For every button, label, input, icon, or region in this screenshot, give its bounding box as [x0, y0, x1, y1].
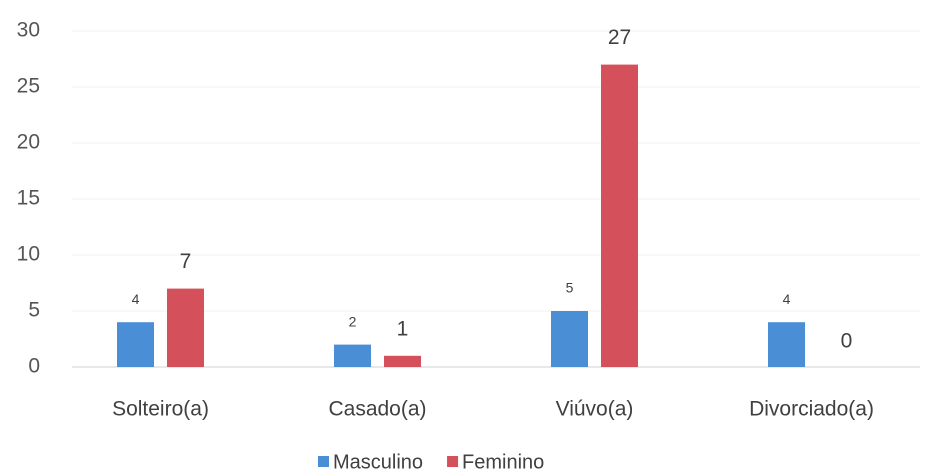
y-tick-label: 15: [17, 187, 40, 210]
bar: [167, 288, 204, 367]
legend-label: Feminino: [462, 451, 544, 473]
data-label: 5: [566, 280, 574, 296]
bar: [551, 311, 588, 367]
y-tick-label: 30: [17, 19, 40, 42]
data-label: 0: [841, 330, 853, 353]
data-label: 4: [783, 291, 791, 307]
y-tick-label: 0: [28, 355, 40, 378]
legend-swatch: [447, 456, 459, 467]
x-tick-label: Viúvo(a): [556, 398, 634, 421]
x-tick-label: Divorciado(a): [749, 398, 874, 421]
data-label: 27: [608, 26, 631, 49]
x-tick-label: Casado(a): [328, 398, 426, 421]
y-tick-label: 5: [28, 299, 40, 322]
y-tick-label: 20: [17, 131, 40, 154]
bar: [117, 322, 154, 367]
y-tick-label: 10: [17, 243, 40, 266]
data-label: 1: [397, 317, 409, 340]
data-label: 7: [180, 250, 192, 273]
legend-label: Masculino: [333, 451, 423, 473]
bar: [768, 322, 805, 367]
bar: [601, 64, 638, 367]
bar: [384, 355, 421, 367]
legend-swatch: [318, 456, 329, 467]
x-tick-label: Solteiro(a): [112, 398, 209, 421]
bar: [334, 344, 371, 367]
data-label: 2: [349, 313, 357, 329]
data-label: 4: [132, 291, 140, 307]
y-tick-label: 25: [17, 75, 40, 98]
